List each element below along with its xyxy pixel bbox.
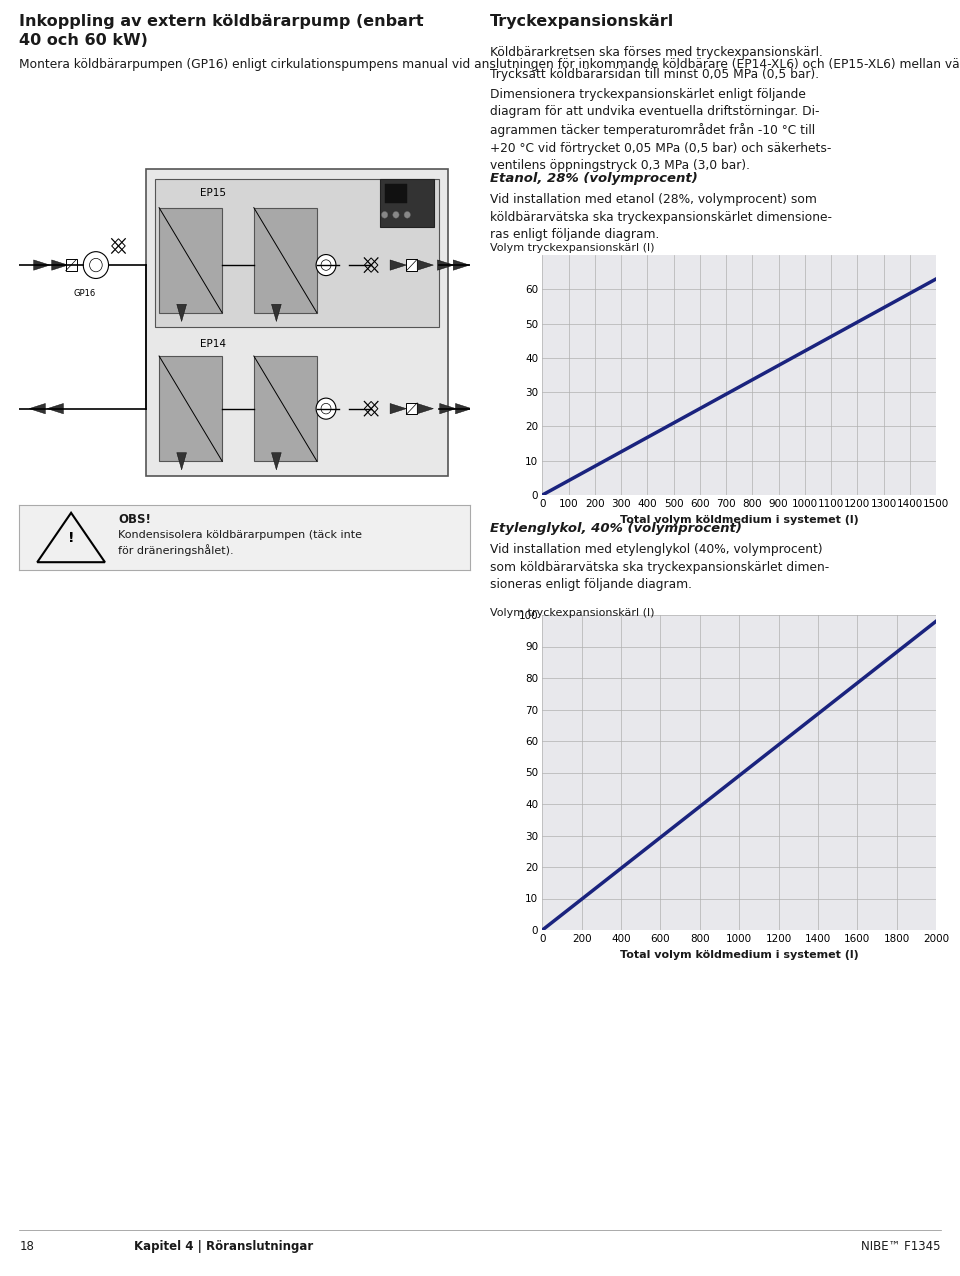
Text: NIBE™ F1345: NIBE™ F1345	[861, 1240, 941, 1253]
Circle shape	[84, 251, 108, 278]
Polygon shape	[418, 260, 433, 271]
Text: EP14: EP14	[200, 339, 226, 350]
Polygon shape	[34, 260, 50, 271]
Polygon shape	[440, 403, 456, 413]
Text: OBS!: OBS!	[118, 513, 152, 526]
Text: GP16: GP16	[73, 288, 96, 299]
Polygon shape	[272, 453, 281, 470]
Bar	[380, 179, 434, 227]
Polygon shape	[438, 260, 454, 271]
Polygon shape	[52, 260, 68, 271]
Circle shape	[381, 212, 388, 218]
Bar	[253, 356, 317, 462]
Text: Kapitel 4 | Röranslutningar: Kapitel 4 | Röranslutningar	[134, 1240, 314, 1253]
Text: Trycksätt köldbärarsidan till minst 0,05 MPa (0,5 bar).: Trycksätt köldbärarsidan till minst 0,05…	[490, 68, 819, 80]
Text: !: !	[68, 531, 74, 545]
Text: Köldbärarkretsen ska förses med tryckexpansionskärl.: Köldbärarkretsen ska förses med tryckexp…	[490, 46, 823, 59]
Bar	[253, 208, 317, 313]
Text: Etanol, 28% (volymprocent): Etanol, 28% (volymprocent)	[490, 172, 697, 185]
Polygon shape	[455, 403, 471, 413]
Bar	[159, 208, 222, 313]
Bar	[406, 403, 418, 415]
Text: Volym tryckexpansionskärl (l): Volym tryckexpansionskärl (l)	[490, 607, 654, 618]
Polygon shape	[390, 260, 406, 271]
Text: Vid installation med etylenglykol (40%, volymprocent)
som köldbärarvätska ska tr: Vid installation med etylenglykol (40%, …	[490, 544, 828, 591]
Circle shape	[316, 398, 336, 420]
Polygon shape	[390, 403, 406, 413]
X-axis label: Total volym köldmedium i systemet (l): Total volym köldmedium i systemet (l)	[620, 949, 858, 960]
Text: Kondensisolera köldbärarpumpen (täck inte
för dräneringshålet).: Kondensisolera köldbärarpumpen (täck int…	[118, 530, 363, 555]
Text: Tryckexpansionskärl: Tryckexpansionskärl	[490, 14, 674, 29]
Text: Volym tryckexpansionskärl (l): Volym tryckexpansionskärl (l)	[490, 242, 654, 253]
Polygon shape	[453, 260, 469, 271]
Text: Vid installation med etanol (28%, volymprocent) som
köldbärarvätska ska tryckexp: Vid installation med etanol (28%, volymp…	[490, 193, 831, 241]
Text: Etylenglykol, 40% (volymprocent): Etylenglykol, 40% (volymprocent)	[490, 522, 741, 535]
Polygon shape	[29, 403, 45, 413]
Polygon shape	[47, 403, 63, 413]
Bar	[146, 170, 447, 476]
Polygon shape	[272, 304, 281, 322]
Polygon shape	[418, 403, 433, 413]
Text: Montera köldbärarpumpen (GP16) enligt cirkulationspumpens manual vid anslutninge: Montera köldbärarpumpen (GP16) enligt ci…	[19, 57, 960, 71]
Circle shape	[404, 212, 410, 218]
Text: 18: 18	[19, 1240, 34, 1253]
Bar	[406, 259, 418, 271]
Bar	[155, 179, 439, 327]
Bar	[385, 184, 407, 203]
Text: Inkoppling av extern köldbärarpump (enbart
40 och 60 kW): Inkoppling av extern köldbärarpump (enba…	[19, 14, 423, 47]
Text: EP15: EP15	[200, 189, 226, 199]
Polygon shape	[177, 453, 186, 470]
Text: Dimensionera tryckexpansionskärlet enligt följande
diagram för att undvika event: Dimensionera tryckexpansionskärlet enlig…	[490, 88, 831, 172]
Circle shape	[316, 254, 336, 276]
Polygon shape	[177, 304, 186, 322]
Bar	[159, 356, 222, 462]
Bar	[65, 259, 77, 271]
Circle shape	[393, 212, 399, 218]
X-axis label: Total volym köldmedium i systemet (l): Total volym köldmedium i systemet (l)	[620, 514, 858, 524]
